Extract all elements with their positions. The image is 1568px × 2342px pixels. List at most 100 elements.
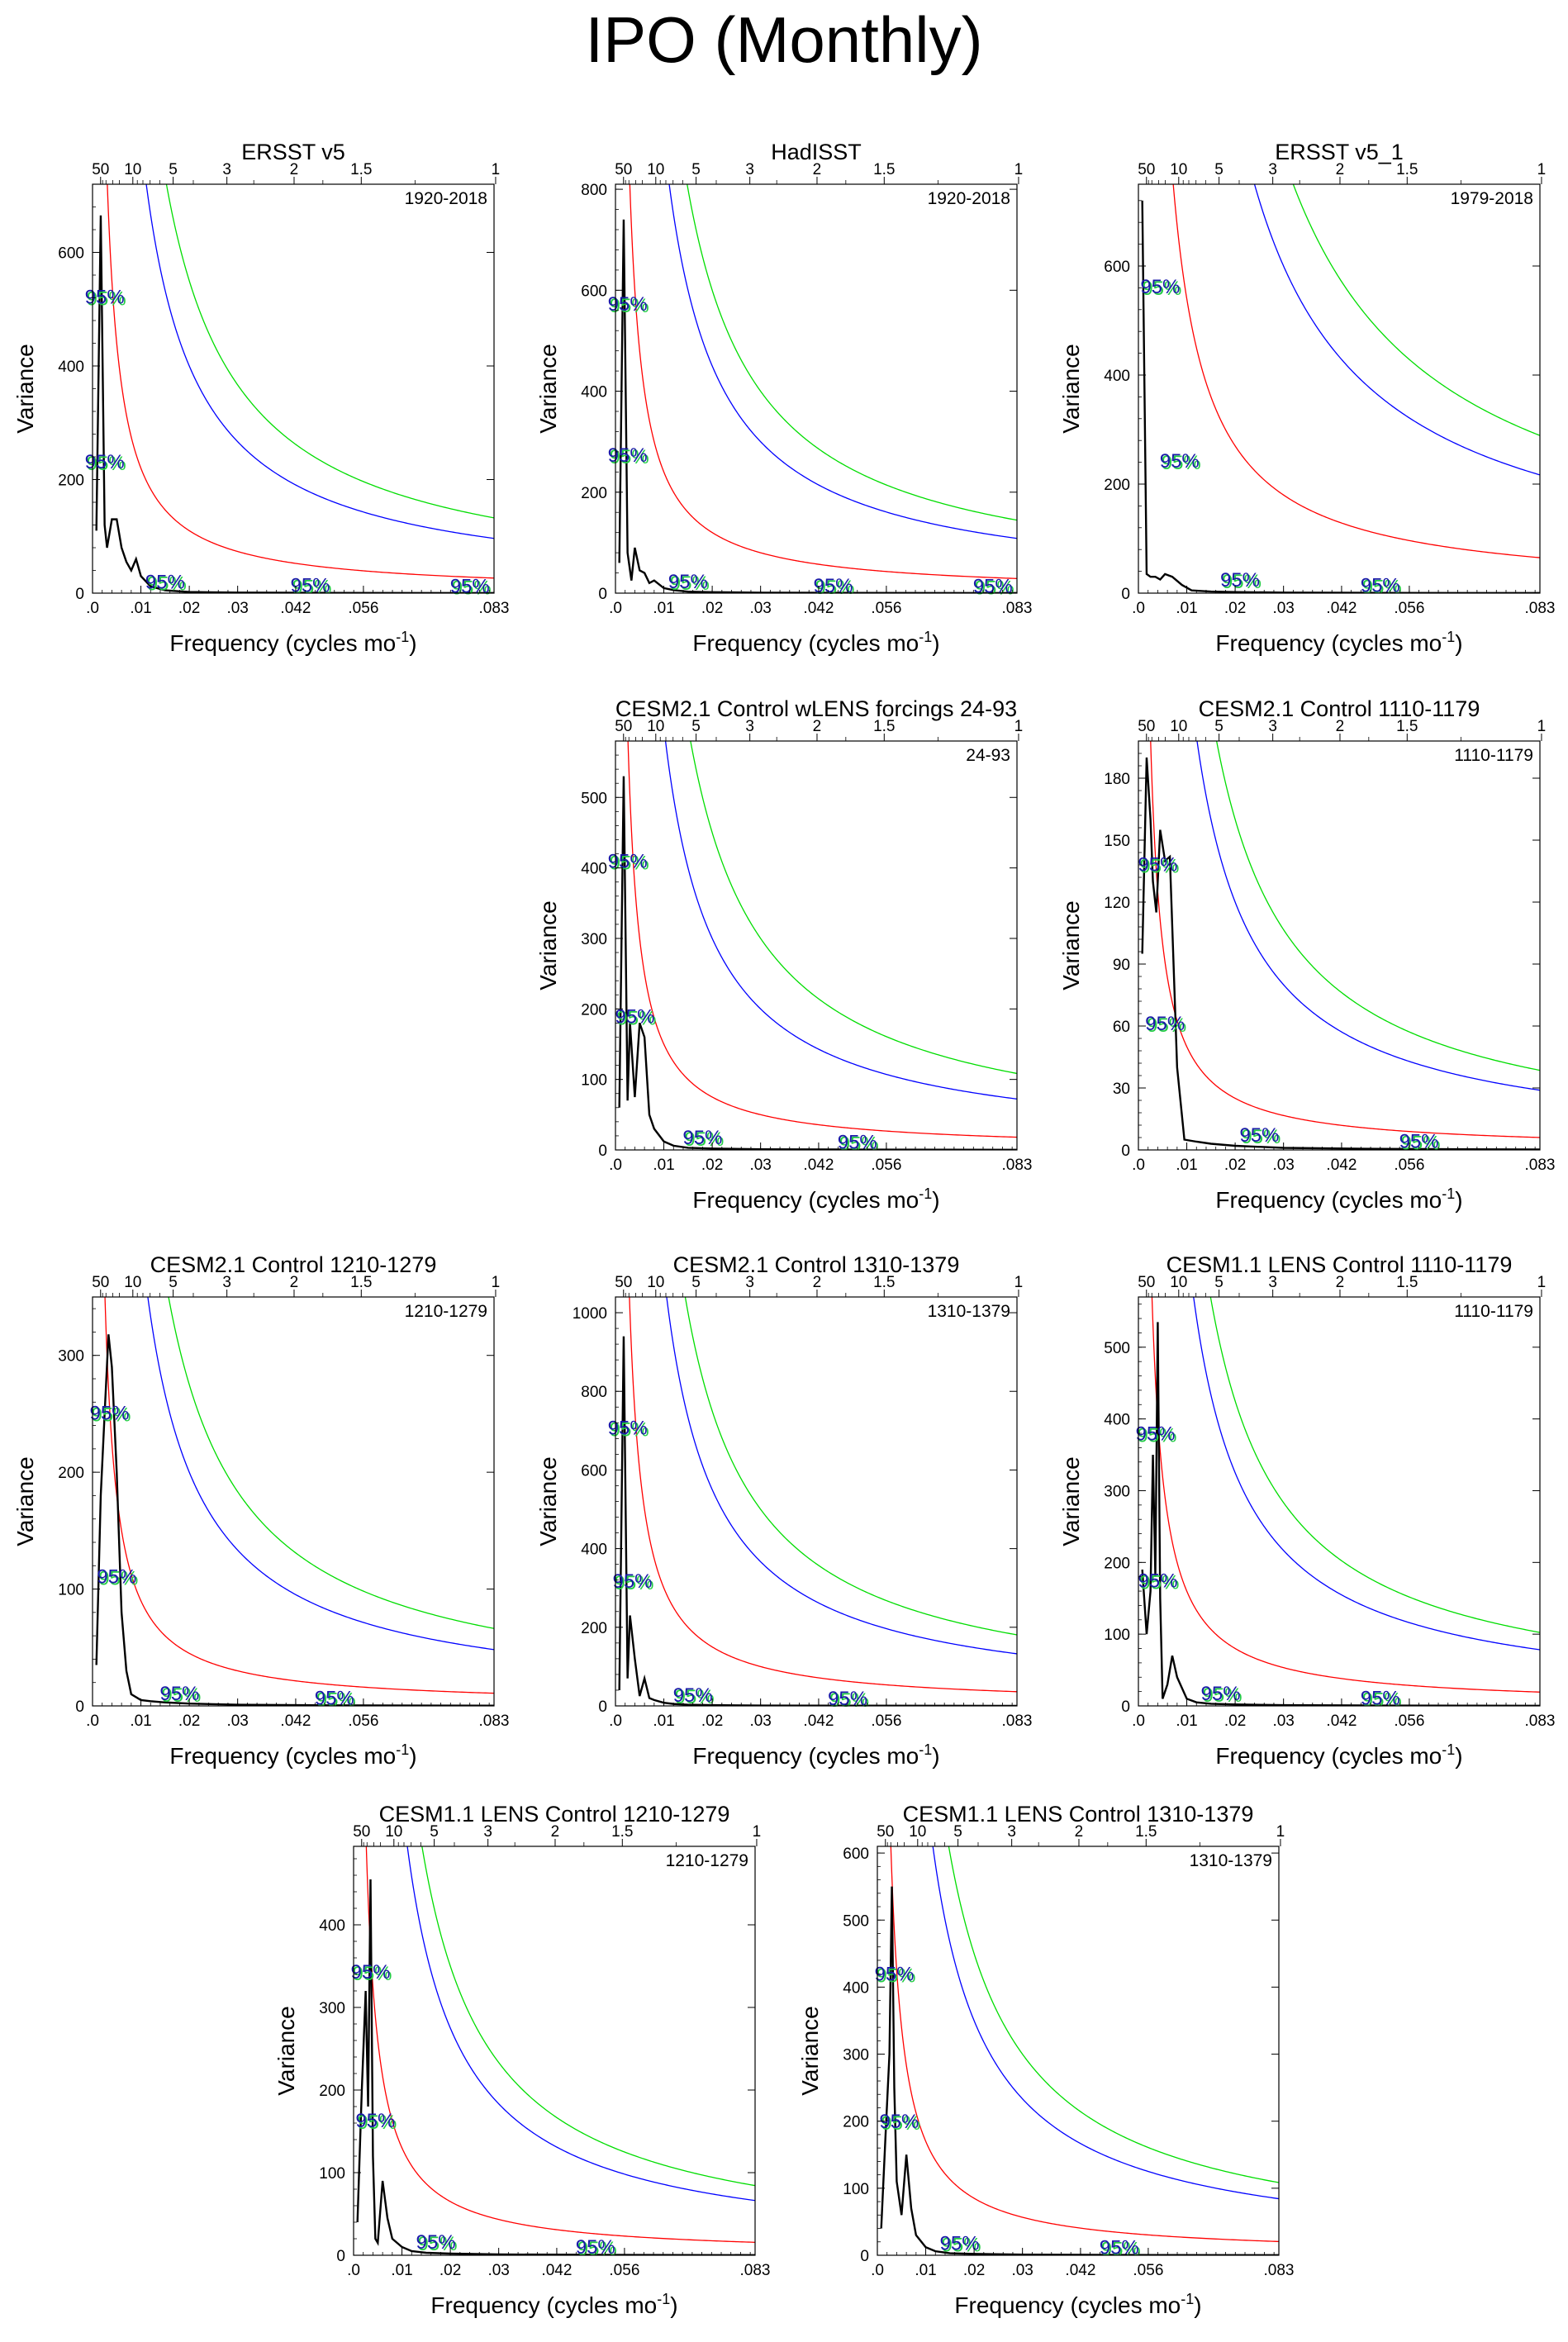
x-axis-label-sup: -1 [919, 1185, 932, 1202]
y-tick-label: 600 [58, 245, 84, 263]
x-tick-label: .03 [1011, 2262, 1033, 2279]
y-tick-label: 200 [581, 1620, 607, 1637]
x-tick-label: .056 [1394, 1157, 1424, 1174]
y-tick-label: 800 [581, 182, 607, 199]
top-tick-label: 50 [92, 1274, 109, 1291]
x-axis-label-end: ) [932, 1743, 939, 1769]
period-label: 1210-1279 [666, 1851, 748, 1870]
top-tick-label: 3 [1268, 161, 1277, 178]
period-label: 24-93 [966, 746, 1010, 765]
panel-title: CESM1.1 LENS Control 1210-1279 [379, 1802, 730, 1827]
top-tick-label: 50 [92, 161, 109, 178]
green-confidence-curve [1215, 741, 1540, 1071]
red-null-spectrum [1150, 741, 1540, 1138]
x-tick-label: .042 [280, 1713, 311, 1730]
top-tick-label: 1 [753, 1823, 762, 1841]
x-tick-label: .083 [1264, 2262, 1295, 2279]
x-tick-label: .02 [701, 1157, 723, 1174]
sig-label-green: 95% [1362, 1689, 1402, 1711]
sig-label-green: 95% [1139, 1572, 1179, 1594]
spectrum-panel-9: CESM1.1 LENS Control 1210-1279 1210-1279 9… [271, 1797, 772, 2342]
top-tick-label: 1.5 [1396, 161, 1418, 178]
x-tick-label: .03 [1272, 600, 1294, 617]
sig-label-blue: 95% [355, 2110, 395, 2132]
y-tick-label: 0 [336, 2248, 345, 2265]
y-tick-label: 1000 [573, 1305, 607, 1323]
x-axis-label: Frequency (cycles mo-1) [169, 1741, 416, 1769]
sig-label-blue: 95% [450, 575, 490, 597]
spectrum-panel-4: CESM2.1 Control wLENS forcings 24-93 24-9… [533, 691, 1033, 1237]
sig-label-blue: 95% [159, 1683, 199, 1705]
period-label: 1979-2018 [1451, 189, 1533, 208]
sig-label-blue: 95% [1138, 854, 1177, 876]
x-tick-label: .042 [1326, 1157, 1357, 1174]
sig-label-blue: 95% [416, 2231, 456, 2254]
variance-spectrum-line [880, 1886, 1279, 2255]
y-axis-label: Variance [535, 344, 561, 433]
y-tick-label: 300 [58, 1348, 84, 1366]
x-tick-label: .02 [440, 2262, 461, 2279]
panel-title: ERSST v5 [241, 140, 345, 164]
x-tick-label: .0 [86, 1713, 99, 1730]
variance-spectrum-line [618, 776, 1017, 1150]
sig-label-blue: 95% [1140, 276, 1180, 298]
sig-label-green: 95% [1142, 278, 1181, 300]
x-tick-label: .042 [1065, 2262, 1095, 2279]
x-tick-label: .03 [749, 1157, 771, 1174]
plot-frame [615, 183, 1018, 594]
y-tick-label: 400 [581, 384, 607, 401]
x-axis-label-end: ) [932, 1187, 939, 1213]
x-tick-label: .03 [749, 1713, 771, 1730]
top-tick-label: 50 [1138, 1274, 1155, 1291]
x-tick-label: .056 [871, 1157, 901, 1174]
spectrum-chart-8: CESM1.1 LENS Control 1110-1179 1110-1179 9… [1058, 1252, 1555, 1769]
top-tick-label: 3 [222, 161, 231, 178]
top-tick-label: 5 [691, 1274, 701, 1291]
top-tick-label: 1.5 [1396, 718, 1418, 735]
top-tick-label: 10 [1170, 161, 1187, 178]
top-tick-label: 10 [1170, 718, 1187, 735]
variance-spectrum-line [95, 215, 494, 593]
y-axis-label: Variance [12, 1456, 38, 1546]
sig-label-green: 95% [1401, 1133, 1441, 1155]
sig-label-green: 95% [147, 573, 187, 596]
y-tick-label: 90 [1113, 957, 1130, 974]
x-axis-label-sup: -1 [657, 2291, 670, 2307]
x-tick-label: .01 [1176, 1713, 1197, 1730]
top-tick-label: 5 [1214, 161, 1224, 178]
y-tick-label: 0 [598, 586, 607, 603]
sig-label-blue: 95% [608, 1418, 648, 1440]
red-null-spectrum [629, 184, 1017, 579]
plot-area: CESM1.1 LENS Control 1210-1279 1210-1279 9… [273, 1802, 770, 2318]
panel-title: CESM1.1 LENS Control 1310-1379 [903, 1802, 1254, 1827]
y-tick-label: 600 [581, 1462, 607, 1480]
sig-label-green: 95% [610, 853, 649, 875]
x-tick-label: .0 [86, 600, 99, 617]
x-tick-label: .0 [1132, 1157, 1145, 1174]
x-tick-label: .01 [130, 1713, 151, 1730]
sig-label-green: 95% [815, 577, 854, 599]
x-axis-label-end: ) [1455, 1187, 1462, 1213]
sig-label-blue: 95% [1145, 1013, 1185, 1035]
y-tick-label: 0 [598, 1698, 607, 1716]
x-tick-label: .0 [1132, 600, 1145, 617]
top-tick-label: 1 [1276, 1823, 1285, 1841]
blue-confidence-curve [145, 184, 494, 539]
y-tick-label: 600 [581, 283, 607, 300]
x-axis-label-main: Frequency (cycles mo [954, 2292, 1181, 2318]
sig-label-green: 95% [577, 2238, 617, 2260]
period-label: 1210-1279 [405, 1302, 487, 1321]
top-tick-label: 2 [290, 1274, 299, 1291]
top-tick-label: 50 [877, 1823, 894, 1841]
sig-label-green: 95% [610, 295, 649, 317]
plot-frame [1138, 183, 1541, 594]
plot-area: CESM2.1 Control 1310-1379 1310-1379 95% 95%… [535, 1252, 1032, 1769]
sig-label-green: 95% [357, 2112, 397, 2134]
panel-title: CESM2.1 Control 1210-1279 [150, 1252, 437, 1277]
red-null-spectrum [104, 1297, 494, 1694]
x-tick-label: .01 [1176, 600, 1197, 617]
top-tick-label: 10 [647, 1274, 664, 1291]
red-null-spectrum [890, 1846, 1279, 2243]
green-confidence-curve [1209, 1297, 1540, 1633]
top-tick-label: 3 [222, 1274, 231, 1291]
